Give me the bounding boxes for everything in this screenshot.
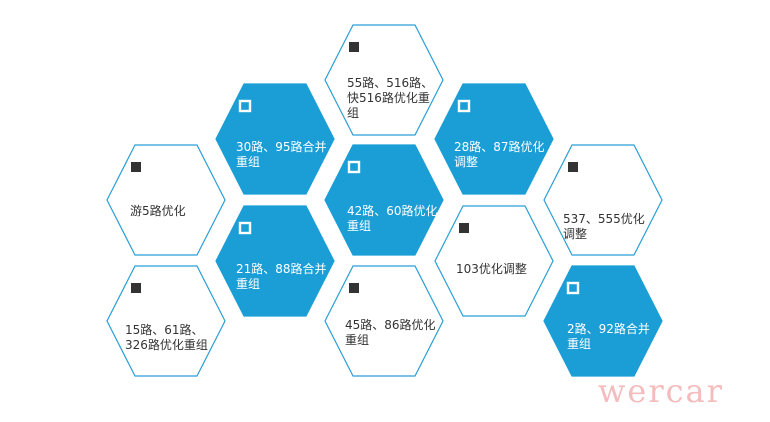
hexagon-h9: [106, 265, 226, 377]
square-filled-icon-h8: [459, 223, 469, 233]
hex-label-h8: 103优化调整: [456, 262, 527, 276]
hexagon-h4: [106, 144, 226, 256]
hexagon-h6: [543, 144, 663, 256]
square-filled-icon-h10: [349, 283, 359, 293]
hexagon-h8: [434, 205, 554, 317]
hexagon-h2: [215, 83, 335, 195]
watermark-text: wercar: [598, 372, 724, 410]
hex-label-h5: 42路、60路优化 重组: [347, 204, 438, 233]
hexagon-h1: [324, 24, 444, 136]
hex-label-h1: 55路、516路、 快516路优化重 组: [347, 76, 434, 120]
square-outline-icon-h7: [238, 221, 252, 235]
hexagon-h10: [324, 265, 444, 377]
square-filled-icon-h1: [349, 42, 359, 52]
hex-label-h4: 游5路优化: [130, 204, 186, 218]
square-filled-icon-h9: [131, 283, 141, 293]
hex-label-h9: 15路、61路、 326路优化重组: [125, 323, 208, 352]
hexagon-h7: [215, 205, 335, 317]
hex-label-h7: 21路、88路合并 重组: [236, 262, 327, 291]
hexagon-h11: [543, 265, 663, 377]
square-outline-icon-h2: [238, 99, 252, 113]
square-filled-icon-h6: [568, 162, 578, 172]
hex-label-h6: 537、555优化 调整: [563, 212, 645, 241]
square-outline-icon-h11: [566, 281, 580, 295]
square-outline-icon-h5: [347, 160, 361, 174]
hex-label-h10: 45路、86路优化 重组: [345, 318, 436, 347]
hex-label-h11: 2路、92路合并 重组: [567, 322, 650, 351]
hex-label-h2: 30路、95路合并 重组: [236, 140, 327, 169]
hex-label-h3: 28路、87路优化 调整: [454, 140, 545, 169]
hexagon-h5: [324, 144, 444, 256]
hexagon-h3: [434, 83, 554, 195]
square-filled-icon-h4: [131, 162, 141, 172]
square-outline-icon-h3: [457, 99, 471, 113]
